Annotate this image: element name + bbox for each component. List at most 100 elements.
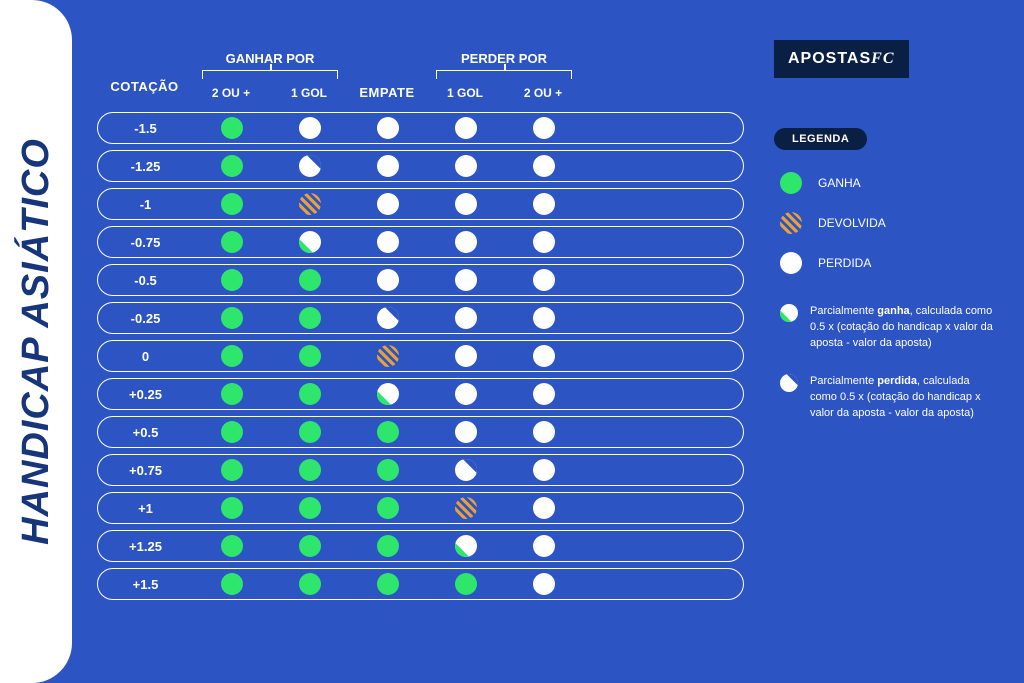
table-cell [349, 573, 427, 595]
marker-refund [780, 212, 802, 234]
table-row: +0.5 [97, 416, 744, 448]
marker-lose [455, 307, 477, 329]
marker-lose [533, 307, 555, 329]
marker-lose [533, 497, 555, 519]
row-label: -0.5 [98, 273, 193, 288]
row-label: +1 [98, 501, 193, 516]
marker-half-win [377, 383, 399, 405]
marker-lose [533, 345, 555, 367]
row-label: -1.5 [98, 121, 193, 136]
table-cell [427, 345, 505, 367]
legend-item: PERDIDA [780, 252, 994, 274]
marker-win [455, 573, 477, 595]
table-cell [271, 345, 349, 367]
table-cell [427, 383, 505, 405]
marker-win [221, 193, 243, 215]
header-cotacao: COTAÇÃO [97, 79, 192, 100]
marker-lose [533, 421, 555, 443]
marker-lose [455, 155, 477, 177]
table-cell [193, 497, 271, 519]
note-text: Parcialmente ganha, calculada como 0.5 x… [810, 304, 994, 352]
marker-win [221, 231, 243, 253]
table-cell [193, 573, 271, 595]
table-cell [271, 155, 349, 177]
brand-logo: APOSTASFC [774, 40, 909, 78]
marker-lose [533, 535, 555, 557]
legend-label: PERDIDA [818, 256, 871, 270]
legend-label: GANHA [818, 176, 861, 190]
table-cell [193, 193, 271, 215]
table-cell [427, 459, 505, 481]
marker-lose [377, 269, 399, 291]
table-row: -0.5 [97, 264, 744, 296]
table-cell [349, 535, 427, 557]
table-row: -0.25 [97, 302, 744, 334]
table-cell [349, 345, 427, 367]
marker-win [221, 383, 243, 405]
table-row: +1.25 [97, 530, 744, 562]
table-rows: -1.5-1.25-1-0.75-0.5-0.250+0.25+0.5+0.75… [97, 112, 744, 600]
table-row: +0.75 [97, 454, 744, 486]
table-cell [505, 573, 583, 595]
legend-note: Parcialmente ganha, calculada como 0.5 x… [774, 304, 994, 352]
header-1gol: 1 GOL [270, 86, 348, 100]
table-cell [427, 497, 505, 519]
legend-label: DEVOLVIDA [818, 216, 886, 230]
table-cell [427, 117, 505, 139]
legend-notes: Parcialmente ganha, calculada como 0.5 x… [774, 304, 994, 422]
table-cell [505, 155, 583, 177]
legend-item: GANHA [780, 172, 994, 194]
marker-half-lose [780, 374, 798, 392]
table-cell [427, 421, 505, 443]
table-cell [427, 535, 505, 557]
sidebar: APOSTASFC LEGENDA GANHADEVOLVIDAPERDIDA … [764, 40, 994, 653]
marker-win [221, 345, 243, 367]
table-row: +1 [97, 492, 744, 524]
marker-win [299, 573, 321, 595]
marker-lose [533, 459, 555, 481]
marker-win [221, 117, 243, 139]
marker-lose [533, 269, 555, 291]
marker-lose [377, 193, 399, 215]
header-group-perder: PERDER POR 1 GOL 2 OU + [426, 51, 582, 100]
table-cell [271, 269, 349, 291]
marker-win [299, 497, 321, 519]
marker-win [377, 459, 399, 481]
marker-half-win [780, 304, 798, 322]
marker-half-win [299, 231, 321, 253]
table-cell [349, 117, 427, 139]
table-cell [271, 383, 349, 405]
table-cell [193, 459, 271, 481]
marker-win [780, 172, 802, 194]
marker-lose [533, 231, 555, 253]
table-cell [193, 307, 271, 329]
table-cell [271, 497, 349, 519]
header-2oumais: 2 OU + [192, 86, 270, 100]
table-row: -0.75 [97, 226, 744, 258]
marker-lose [533, 573, 555, 595]
marker-win [299, 345, 321, 367]
table-cell [505, 421, 583, 443]
table-cell [427, 155, 505, 177]
table-cell [349, 421, 427, 443]
row-label: +1.25 [98, 539, 193, 554]
note-text: Parcialmente perdida, calculada como 0.5… [810, 374, 994, 422]
marker-half-lose [377, 307, 399, 329]
table-cell [505, 231, 583, 253]
marker-lose [455, 421, 477, 443]
marker-win [299, 421, 321, 443]
row-label: -1.25 [98, 159, 193, 174]
marker-lose [533, 117, 555, 139]
table-cell [427, 573, 505, 595]
header-1gol: 1 GOL [426, 86, 504, 100]
table-cell [349, 383, 427, 405]
marker-win [299, 307, 321, 329]
row-label: +1.5 [98, 577, 193, 592]
table-cell [271, 117, 349, 139]
marker-win [377, 421, 399, 443]
table-cell [505, 117, 583, 139]
table-cell [505, 307, 583, 329]
table-row: -1 [97, 188, 744, 220]
table-row: -1.25 [97, 150, 744, 182]
marker-win [377, 535, 399, 557]
